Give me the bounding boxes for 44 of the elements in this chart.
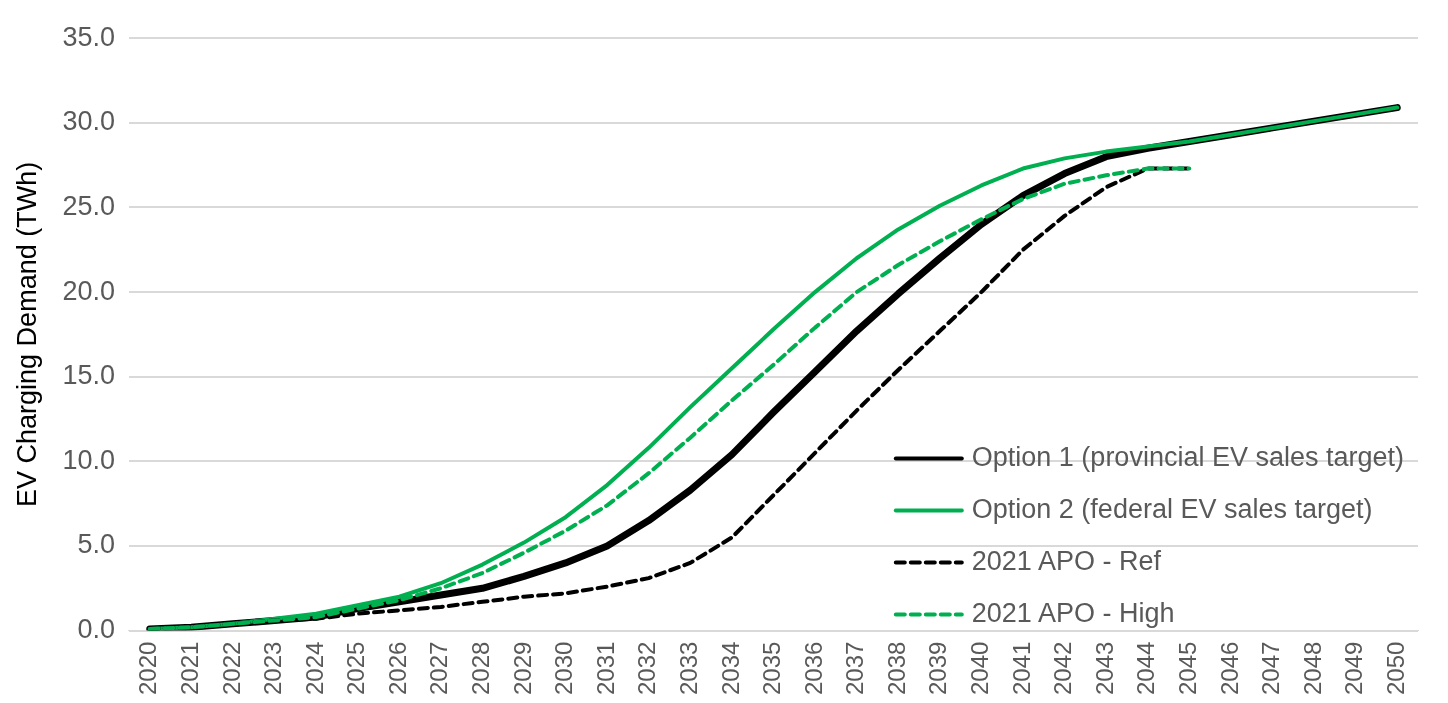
legend-label: Option 1 (provincial EV sales target) xyxy=(971,442,1405,473)
x-tick-label: 2027 xyxy=(425,641,453,695)
x-tick-label: 2026 xyxy=(383,641,411,695)
y-tick-label: 10.0 xyxy=(62,444,115,475)
x-tick-label: 2044 xyxy=(1132,641,1160,695)
x-tick-label: 2020 xyxy=(134,641,162,695)
x-tick-label: 2041 xyxy=(1007,641,1035,695)
x-tick-label: 2022 xyxy=(217,641,245,695)
x-tick-label: 2048 xyxy=(1298,641,1326,695)
x-tick-label: 2047 xyxy=(1257,641,1285,695)
x-tick-label: 2023 xyxy=(259,641,287,695)
y-tick-label: 15.0 xyxy=(62,360,115,391)
legend-label: Option 2 (federal EV sales target) xyxy=(971,494,1373,525)
legend-label: 2021 APO - High xyxy=(971,598,1175,629)
y-tick-label: 20.0 xyxy=(62,275,115,306)
x-tick-label: 2039 xyxy=(924,641,952,695)
y-tick-label: 30.0 xyxy=(62,106,115,137)
x-tick-label: 2025 xyxy=(342,641,370,695)
x-tick-label: 2030 xyxy=(550,641,578,695)
x-tick-label: 2046 xyxy=(1215,641,1243,695)
x-tick-label: 2031 xyxy=(591,641,619,695)
x-tick-label: 2028 xyxy=(467,641,495,695)
x-tick-label: 2049 xyxy=(1340,641,1368,695)
x-tick-label: 2032 xyxy=(633,641,661,695)
y-tick-label: 0.0 xyxy=(77,614,115,645)
x-tick-label: 2040 xyxy=(966,641,994,695)
x-tick-label: 2045 xyxy=(1173,641,1201,695)
x-tick-label: 2037 xyxy=(841,641,869,695)
x-tick-label: 2021 xyxy=(175,641,203,695)
x-tick-label: 2050 xyxy=(1381,641,1409,695)
x-tick-label: 2029 xyxy=(508,641,536,695)
x-tick-label: 2038 xyxy=(882,641,910,695)
y-tick-label: 25.0 xyxy=(62,190,115,221)
x-tick-label: 2035 xyxy=(758,641,786,695)
x-tick-label: 2033 xyxy=(674,641,702,695)
x-tick-label: 2034 xyxy=(716,641,744,695)
x-tick-label: 2024 xyxy=(300,641,328,695)
y-axis-title: EV Charging Demand (TWh) xyxy=(11,161,42,507)
legend-label: 2021 APO - Ref xyxy=(971,546,1162,577)
x-tick-label: 2043 xyxy=(1090,641,1118,695)
x-tick-label: 2036 xyxy=(799,641,827,695)
y-tick-label: 35.0 xyxy=(62,21,115,52)
y-tick-label: 5.0 xyxy=(77,529,115,560)
x-tick-label: 2042 xyxy=(1049,641,1077,695)
